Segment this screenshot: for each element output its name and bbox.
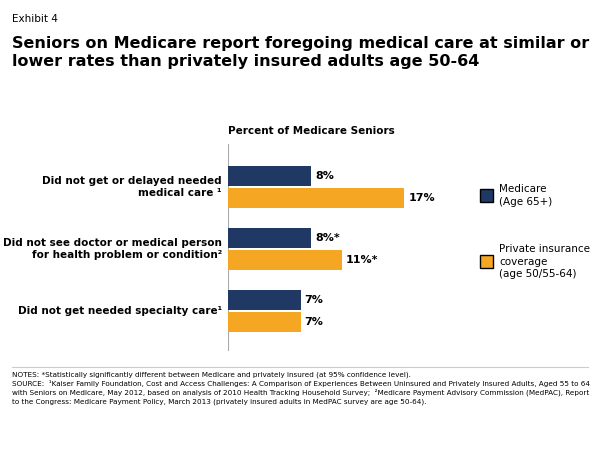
Text: Seniors on Medicare report foregoing medical care at similar or
lower rates than: Seniors on Medicare report foregoing med… xyxy=(12,36,589,69)
Text: 11%*: 11%* xyxy=(346,255,379,265)
Text: 8%: 8% xyxy=(315,171,334,181)
Bar xyxy=(228,166,311,186)
Bar xyxy=(228,250,342,270)
Bar xyxy=(228,290,301,310)
Text: Medicare
(Age 65+): Medicare (Age 65+) xyxy=(499,184,553,207)
Text: 7%: 7% xyxy=(305,317,323,327)
Text: NOTES: *Statistically significantly different between Medicare and privately ins: NOTES: *Statistically significantly diff… xyxy=(12,371,590,405)
Text: 17%: 17% xyxy=(409,194,435,203)
Text: Exhibit 4: Exhibit 4 xyxy=(12,14,58,23)
Text: Private insurance
coverage
(age 50/55-64): Private insurance coverage (age 50/55-64… xyxy=(499,244,590,279)
Text: 8%*: 8%* xyxy=(315,233,340,243)
Text: Percent of Medicare Seniors: Percent of Medicare Seniors xyxy=(228,126,395,136)
Bar xyxy=(228,228,311,248)
Text: Did not see doctor or medical person
for health problem or condition²: Did not see doctor or medical person for… xyxy=(3,238,222,260)
Bar xyxy=(228,312,301,332)
Text: 7%: 7% xyxy=(305,295,323,305)
Bar xyxy=(228,189,404,208)
Text: Did not get needed specialty care¹: Did not get needed specialty care¹ xyxy=(18,306,222,316)
Text: Did not get or delayed needed
medical care ¹: Did not get or delayed needed medical ca… xyxy=(43,176,222,198)
